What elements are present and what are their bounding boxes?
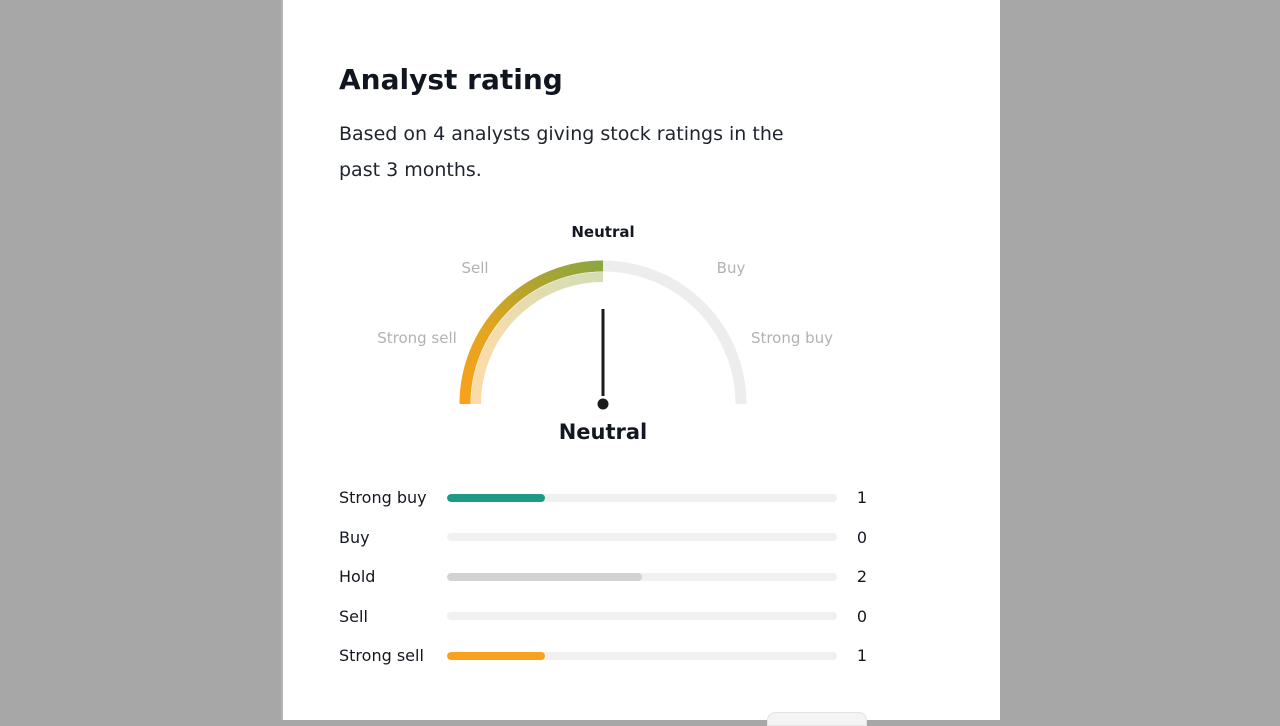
gauge-label-neutral: Neutral xyxy=(571,223,635,241)
rating-row-hold: Hold 2 xyxy=(339,557,867,597)
gauge-label-buy: Buy xyxy=(716,259,746,277)
current-rating-text: Neutral xyxy=(558,420,648,444)
ratings-bar-list: Strong buy 1 Buy 0 Hold 2 xyxy=(339,478,867,676)
rating-row-strong-buy: Strong buy 1 xyxy=(339,478,867,518)
rating-count: 0 xyxy=(856,527,867,547)
rating-row-sell: Sell 0 xyxy=(339,597,867,637)
rating-label: Buy xyxy=(339,527,370,547)
rating-gauge: Neutral Sell Buy Strong sell Strong buy … xyxy=(339,220,867,455)
rating-label: Strong sell xyxy=(339,646,424,666)
rating-bar-fill xyxy=(447,651,545,660)
gauge-label-strong-sell: Strong sell xyxy=(377,329,457,347)
rating-bar-track xyxy=(447,572,837,581)
rating-bar-track xyxy=(447,493,837,502)
rating-bar-track xyxy=(447,651,837,660)
gauge-label-strong-buy: Strong buy xyxy=(750,329,834,347)
rating-count: 1 xyxy=(856,646,867,666)
analyst-rating-content: Analyst rating Based on 4 analysts givin… xyxy=(339,0,867,676)
subtitle-line-1: Based on 4 analysts giving stock ratings… xyxy=(339,123,784,145)
gauge-track-arc xyxy=(602,260,747,405)
rating-count: 2 xyxy=(856,567,867,587)
subtitle: Based on 4 analysts giving stock ratings… xyxy=(339,116,867,188)
rating-label: Hold xyxy=(339,567,376,587)
rating-bar-track xyxy=(447,612,837,621)
gauge-label-sell: Sell xyxy=(461,259,489,277)
rating-bar-fill xyxy=(447,572,642,581)
rating-row-buy: Buy 0 xyxy=(339,518,867,558)
rating-label: Strong buy xyxy=(339,488,427,508)
rating-bar-track xyxy=(447,533,837,542)
page-title: Analyst rating xyxy=(339,63,563,96)
analyst-rating-card: Analyst rating Based on 4 analysts givin… xyxy=(281,0,1000,726)
rating-count: 1 xyxy=(856,488,867,508)
subtitle-line-2: past 3 months. xyxy=(339,159,482,181)
gauge-value-arc xyxy=(459,260,604,405)
partial-button-bottom[interactable] xyxy=(767,712,867,726)
rating-row-strong-sell: Strong sell 1 xyxy=(339,636,867,676)
gauge-chart xyxy=(459,260,747,410)
gauge-value-arc-pale xyxy=(471,272,604,405)
gauge-needle xyxy=(597,309,609,410)
rating-bar-fill xyxy=(447,493,545,502)
rating-count: 0 xyxy=(856,606,867,626)
rating-label: Sell xyxy=(339,606,368,626)
